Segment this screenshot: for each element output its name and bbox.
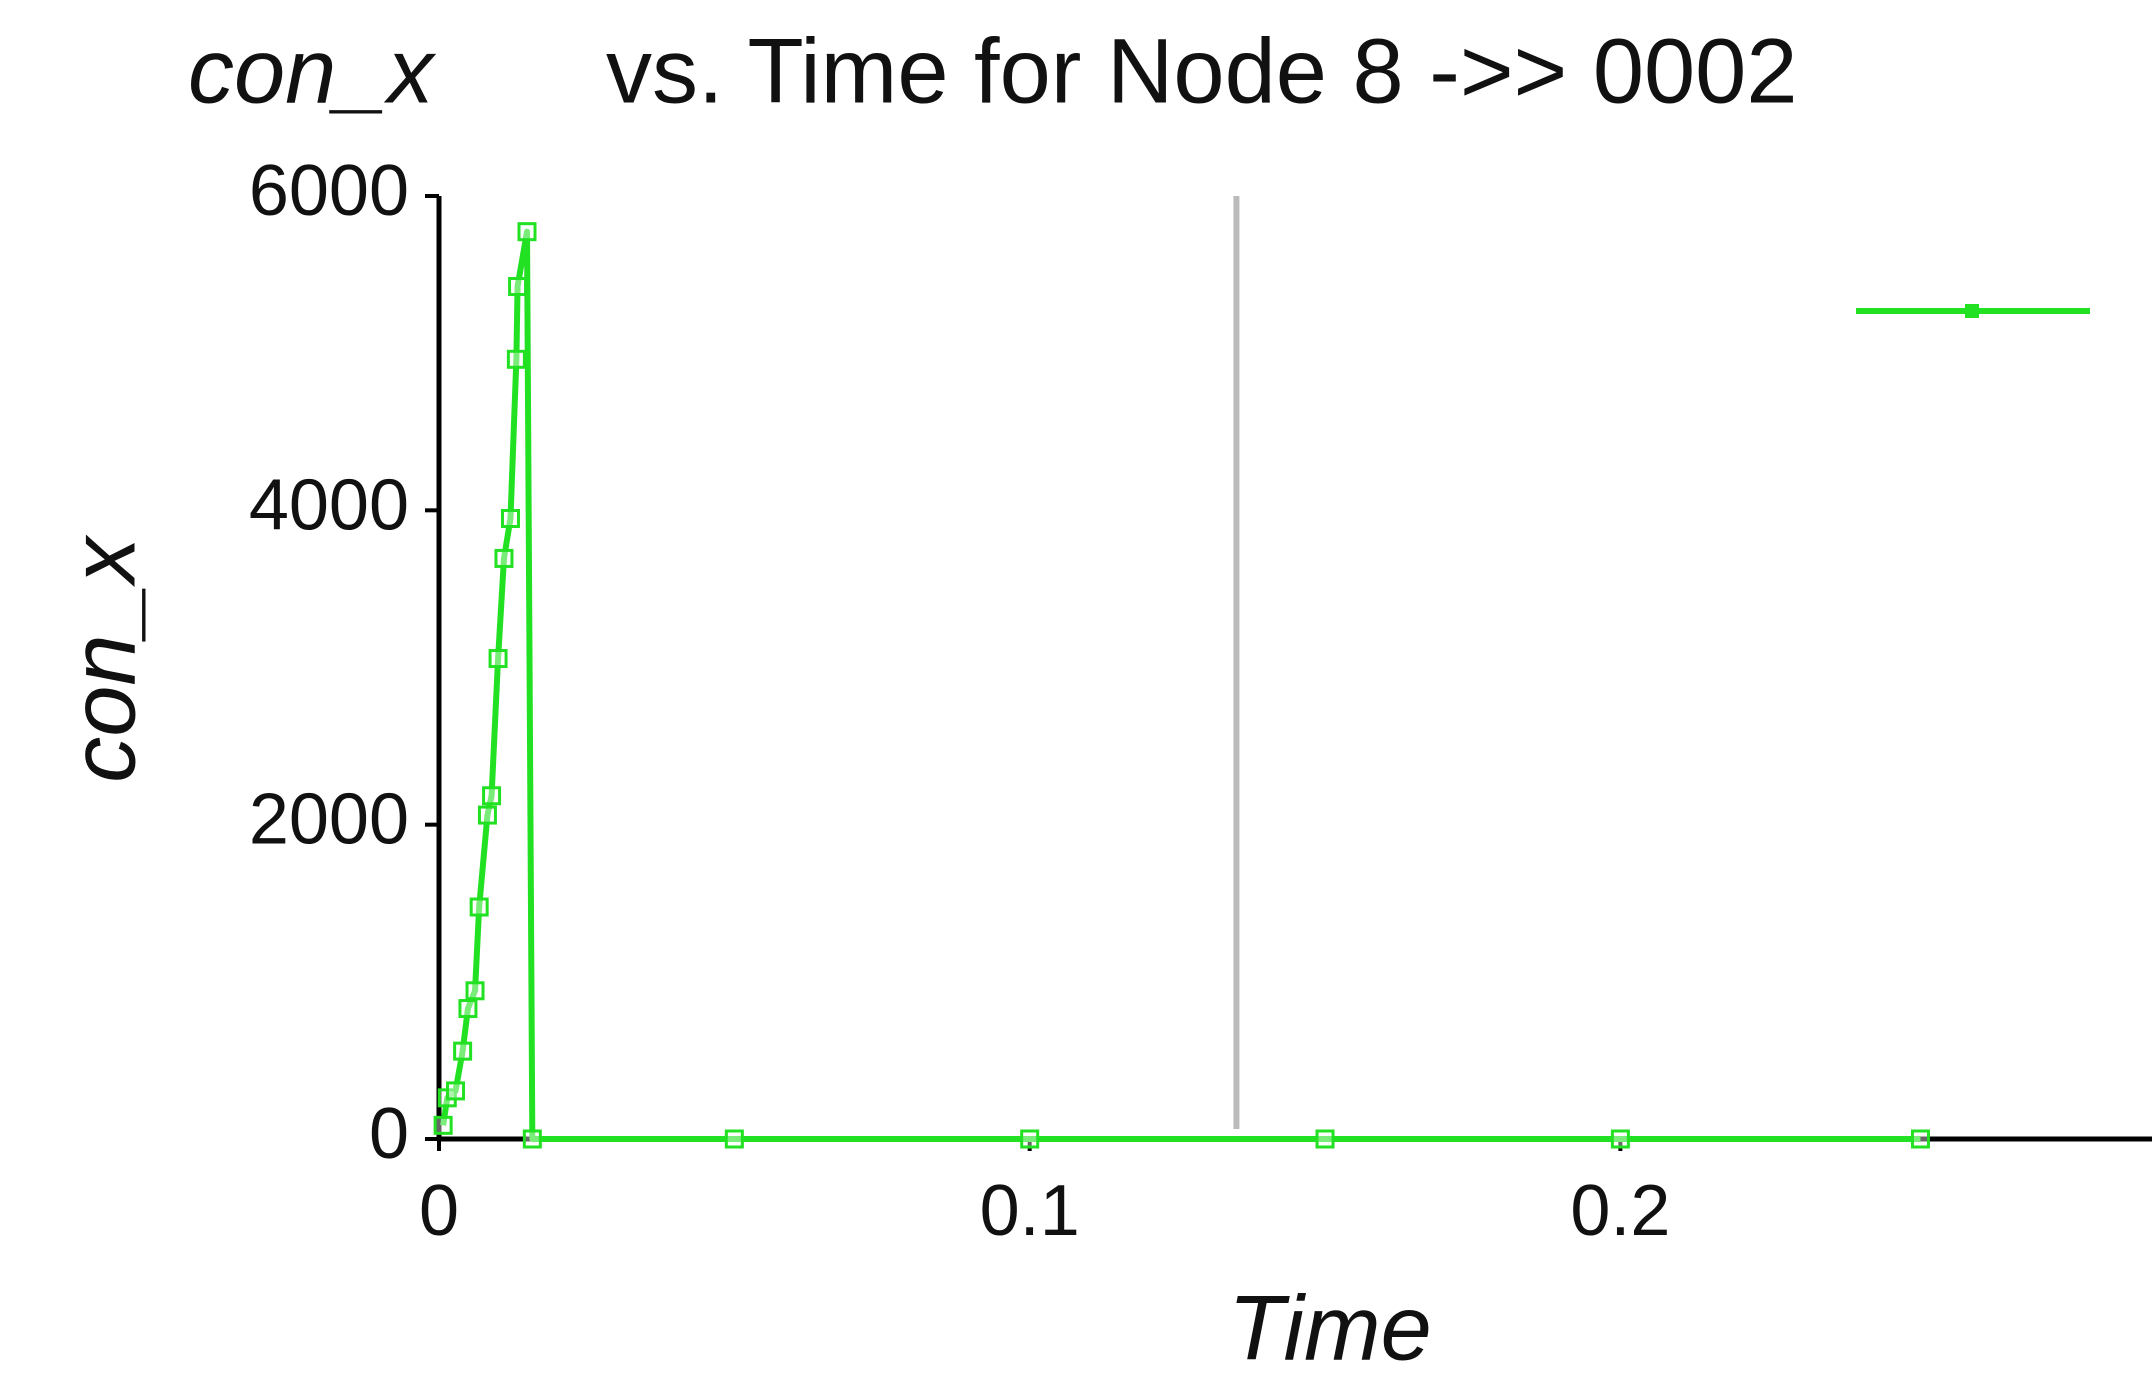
data-point [469,897,489,917]
data-point [517,222,537,242]
data-point [500,509,520,529]
data-point [465,981,485,1001]
chart-title: vs. Time for Node 8 ->> 0002 [606,20,1798,122]
data-point [508,277,528,297]
y-tick-label: 2000 [249,780,409,860]
data-point [494,548,514,568]
chart-title-variable: con_x [188,20,436,122]
legend-marker [1965,304,1979,318]
y-axis-label: con_x [52,534,154,782]
y-tick-label: 0 [369,1094,409,1174]
data-point [446,1081,466,1101]
data-point [477,805,497,825]
x-tick-label: 0 [419,1171,459,1251]
data-point [453,1041,473,1061]
data-point [458,999,478,1019]
x-tick-label: 0.2 [1570,1171,1670,1251]
data-point [482,786,502,806]
data-point [506,349,526,369]
data-point [724,1129,744,1149]
data-point [433,1115,453,1135]
y-tick-label: 4000 [249,465,409,545]
data-point [1020,1129,1040,1149]
series-line [440,228,1921,1142]
data-point [488,649,508,669]
data-point [1610,1129,1630,1149]
x-axis-label: Time [1228,1277,1432,1379]
data-point [1910,1129,1930,1149]
y-tick-label: 6000 [249,151,409,231]
data-point [522,1129,542,1149]
x-tick-label: 0.1 [980,1171,1080,1251]
data-point [1315,1129,1335,1149]
